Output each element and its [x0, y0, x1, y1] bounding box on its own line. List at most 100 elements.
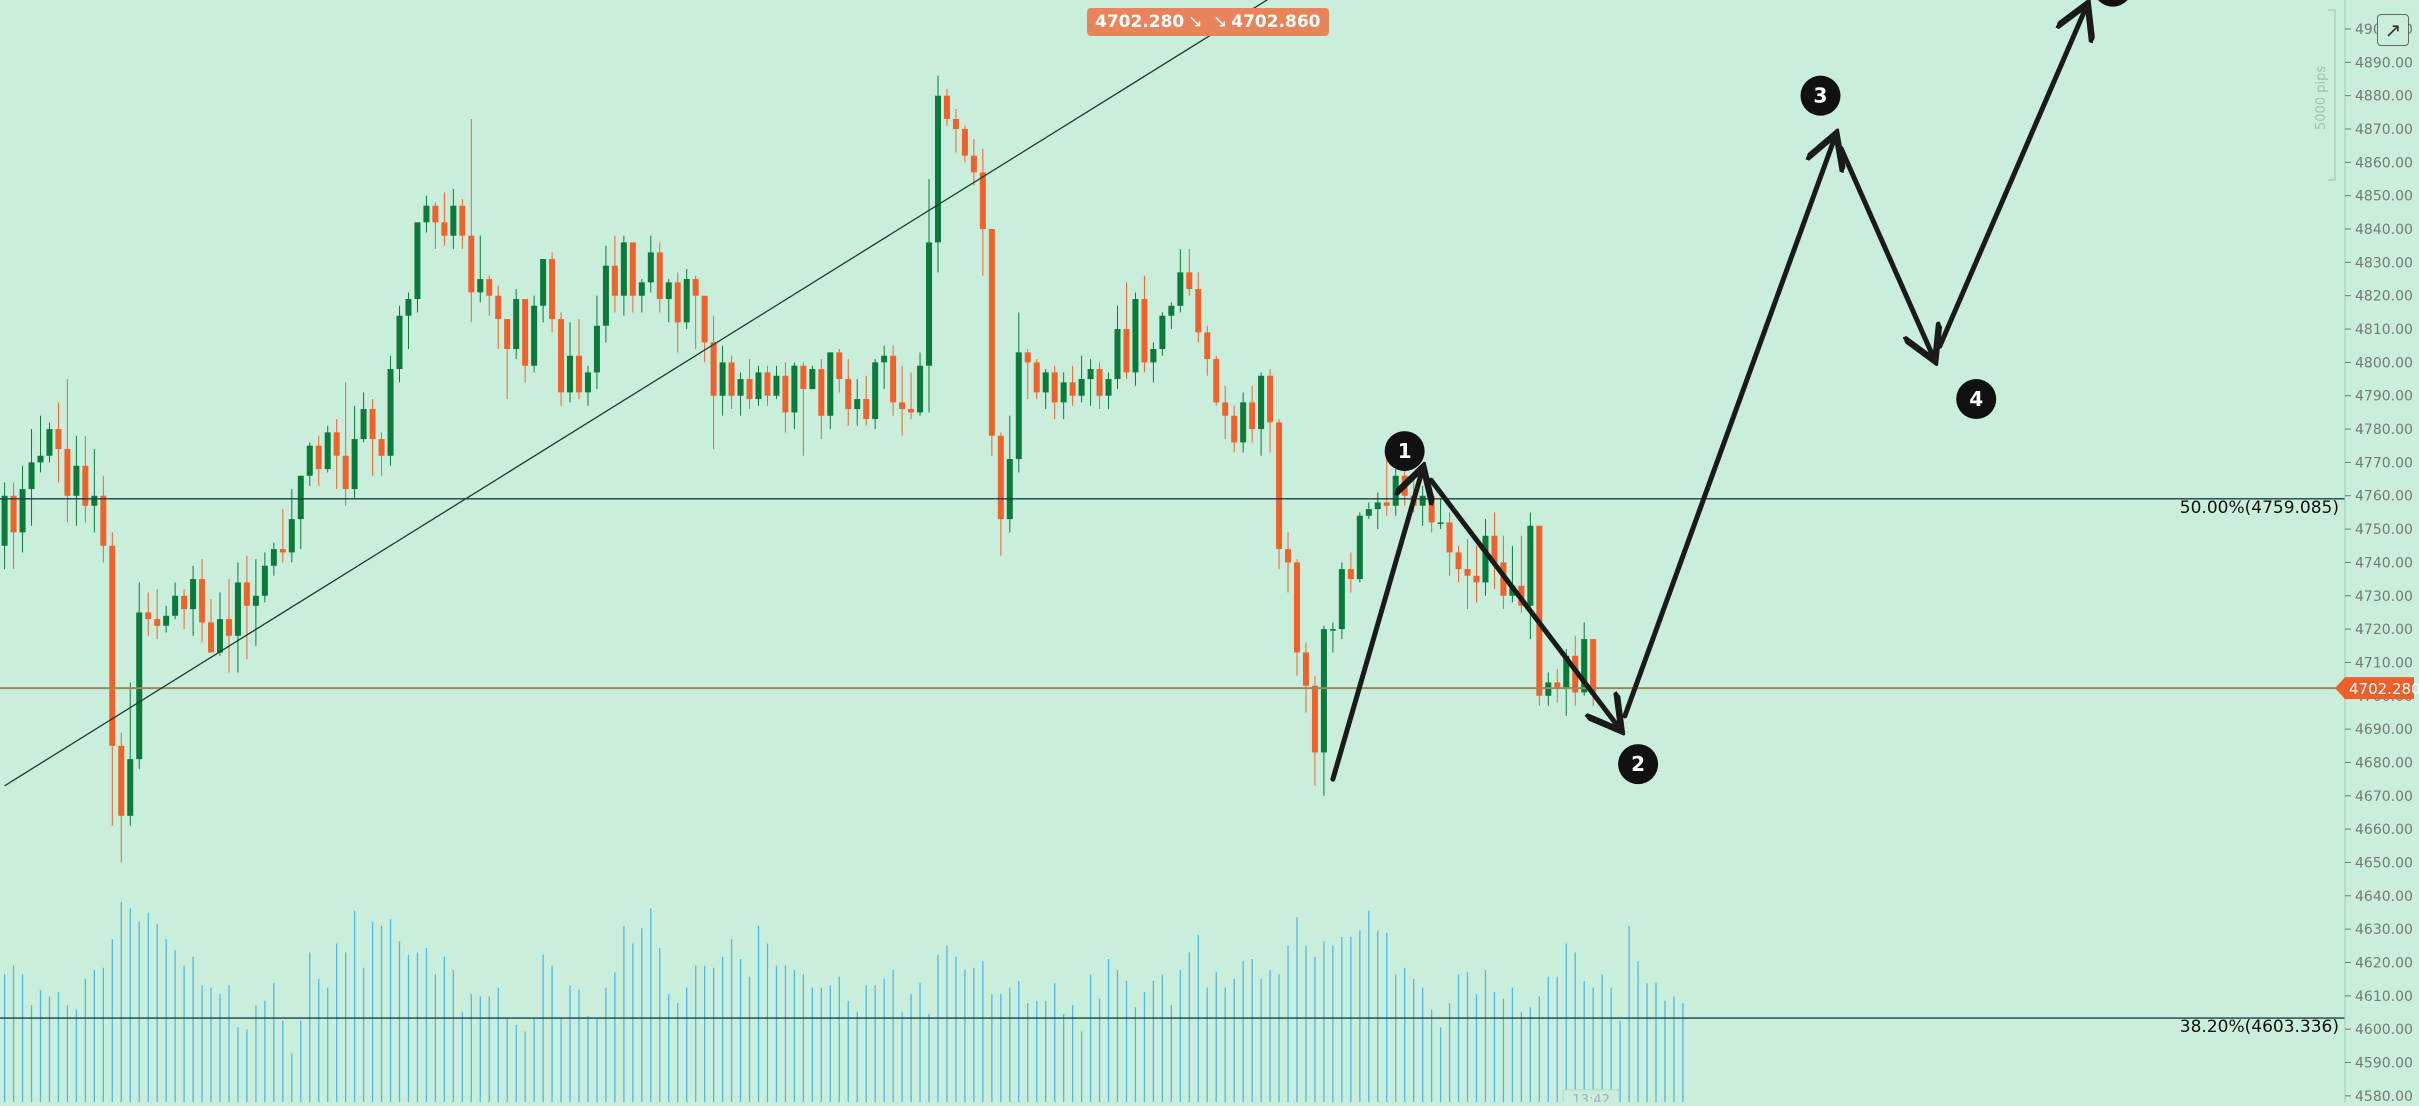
axis-tick-label: 4730.00 — [2355, 589, 2413, 605]
candle-body — [477, 279, 484, 293]
candle-body — [1015, 352, 1022, 460]
wave-1-circle[interactable] — [1384, 431, 1425, 472]
candle — [136, 582, 143, 770]
candle — [1114, 305, 1121, 390]
candle — [405, 292, 412, 350]
candle-body — [1294, 562, 1300, 653]
candle-body — [387, 369, 394, 456]
candle — [1231, 405, 1238, 453]
candle — [468, 119, 475, 323]
candle-body — [342, 455, 349, 490]
candle — [127, 682, 134, 826]
candle-body — [1311, 685, 1318, 753]
candle-body — [611, 265, 618, 296]
candle — [82, 435, 89, 523]
current-price-tag[interactable] — [2335, 677, 2414, 700]
candle-body — [1186, 272, 1193, 290]
ask-price-badge[interactable]: ↘ 4702.860 — [1201, 8, 1329, 36]
wave-arrow[interactable] — [1330, 469, 1423, 782]
candle-body — [845, 379, 852, 410]
drawings-layer: 12345 — [4, 0, 2133, 787]
candle-body — [1195, 289, 1202, 333]
wave-arrow[interactable] — [1838, 145, 1934, 359]
arrow-down-right-icon: ↘ — [1188, 12, 1203, 32]
candle — [1356, 512, 1363, 583]
candle — [584, 365, 591, 406]
candle — [1285, 532, 1292, 593]
candle-body — [1105, 379, 1112, 396]
wave-arrow[interactable] — [1428, 477, 1620, 729]
candle-body — [199, 579, 206, 623]
candle — [432, 202, 439, 250]
wave-5-circle[interactable] — [2093, 0, 2133, 7]
popout-icon[interactable]: ↗ — [2377, 14, 2409, 46]
candle — [593, 295, 600, 390]
bid-price-badge[interactable]: 4702.280 ↘ — [1087, 8, 1215, 36]
candle-body — [1446, 522, 1453, 553]
candle — [477, 235, 484, 303]
candle-body — [1320, 629, 1327, 753]
candle — [845, 359, 852, 426]
fib-50-line-label: 50.00%(4759.085) — [2180, 498, 2339, 518]
candle-body — [917, 365, 924, 413]
candle — [638, 279, 645, 313]
candle — [1132, 292, 1139, 386]
candle-body — [1177, 272, 1184, 306]
candle-body — [593, 325, 600, 373]
candle — [145, 592, 152, 636]
candle-body — [1536, 525, 1543, 696]
candle — [199, 559, 206, 643]
candle-body — [827, 352, 834, 416]
candle — [1536, 525, 1543, 706]
horizontal-lines-layer: 50.00%(4759.085) 38.20%(4603.336) — [0, 498, 2345, 1037]
axis-tick-label: 4590.00 — [2355, 1056, 2413, 1072]
candle-body — [540, 259, 547, 306]
ask-price-value: 4702.860 — [1231, 12, 1321, 32]
candle-body — [1401, 475, 1408, 496]
candle-body — [1150, 349, 1157, 363]
wave-arrow[interactable] — [1622, 136, 1836, 719]
axis-tick-label: 4580.00 — [2355, 1089, 2413, 1102]
candle — [486, 275, 493, 316]
candle — [217, 592, 223, 656]
candle-body — [1464, 569, 1471, 576]
candle — [970, 139, 977, 186]
axis-tick-label: 4680.00 — [2355, 755, 2413, 771]
candle — [836, 349, 843, 393]
current-price-tag-label: 4702.280 — [2349, 680, 2419, 698]
candle-body — [979, 172, 986, 230]
candle-body — [531, 305, 538, 366]
candle-body — [423, 205, 430, 223]
candle — [979, 149, 986, 276]
axis-tick-label: 4830.00 — [2355, 255, 2413, 271]
candle — [1150, 342, 1157, 383]
candle-body — [55, 429, 62, 450]
candle-body — [782, 375, 789, 413]
candle-body — [261, 565, 268, 596]
candle — [549, 252, 556, 333]
candle-body — [890, 355, 897, 403]
wave-4-circle[interactable] — [1956, 379, 1997, 420]
candle-body — [961, 129, 968, 156]
candle-body — [881, 355, 888, 363]
candle-body — [1222, 402, 1229, 416]
candle-body — [701, 295, 708, 343]
axis-tick-label: 4610.00 — [2355, 989, 2413, 1005]
candle — [602, 245, 609, 343]
candle — [1374, 492, 1381, 530]
candle-body — [279, 549, 286, 553]
candle-body — [145, 612, 152, 620]
wave-2-circle[interactable] — [1618, 744, 1659, 785]
trendline[interactable] — [4, 0, 1333, 787]
candle — [1, 482, 8, 570]
candle — [854, 379, 861, 426]
wave-3-circle[interactable] — [1800, 75, 1841, 116]
candle-body — [908, 409, 915, 413]
wave-arrow[interactable] — [1937, 6, 2087, 349]
candle-body — [1132, 299, 1139, 373]
axis-tick-label: 4820.00 — [2355, 289, 2413, 305]
candle — [1168, 302, 1175, 330]
axis-tick-label: 4770.00 — [2355, 455, 2413, 471]
